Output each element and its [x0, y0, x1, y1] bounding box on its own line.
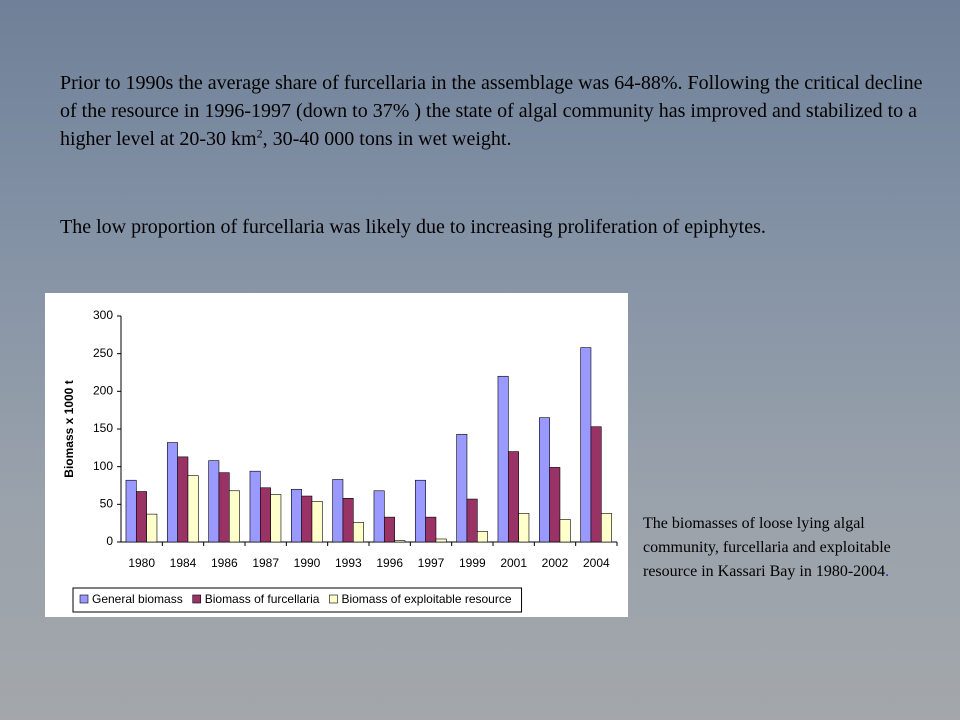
bar	[301, 495, 313, 543]
x-tick-label: 1984	[170, 556, 197, 570]
bar	[249, 470, 261, 543]
bar	[507, 451, 519, 543]
bar	[425, 516, 437, 543]
bar	[146, 513, 158, 543]
text: Prior to 1990s the average share of furc…	[60, 72, 923, 150]
text: .	[885, 563, 890, 580]
x-tick-label: 1986	[211, 556, 238, 570]
bar	[538, 417, 550, 543]
bar	[559, 519, 571, 543]
x-tick-label: 1999	[459, 556, 486, 570]
legend-swatch	[192, 594, 202, 604]
bar	[125, 479, 137, 543]
bar	[177, 456, 189, 543]
bar	[600, 513, 612, 543]
paragraph: Prior to 1990s the average share of furc…	[60, 69, 930, 153]
bar	[580, 347, 592, 543]
y-tick-label: 0	[106, 534, 113, 548]
bar	[332, 479, 344, 543]
legend-label: Biomass of furcellaria	[205, 592, 320, 606]
paragraph: The low proportion of furcellaria was li…	[60, 216, 766, 238]
legend-swatch	[79, 594, 89, 604]
x-tick-label: 2001	[500, 556, 527, 570]
legend-swatch	[329, 594, 338, 604]
x-tick-label: 2002	[542, 556, 569, 570]
superscript: 2	[256, 126, 263, 141]
bar	[549, 467, 561, 543]
bar	[352, 522, 364, 543]
bar	[135, 491, 147, 543]
y-tick-label: 250	[93, 346, 113, 360]
x-tick-label: 1990	[294, 556, 321, 570]
bar	[187, 475, 199, 543]
bar	[342, 498, 354, 543]
bar	[383, 516, 395, 543]
x-tick-label: 1996	[376, 556, 403, 570]
x-tick-label: 1993	[335, 556, 362, 570]
y-tick-label: 100	[93, 459, 113, 473]
bar	[218, 472, 230, 543]
y-tick-label: 150	[93, 421, 113, 435]
bar	[290, 488, 302, 543]
bar	[166, 442, 178, 543]
caption: The biomasses of loose lying algal commu…	[643, 512, 913, 584]
legend	[72, 587, 523, 613]
bar	[373, 490, 385, 543]
text: , 30-40 000 tons in wet weight.	[262, 128, 512, 150]
x-tick-label: 1997	[418, 556, 445, 570]
x-tick-label: 1980	[128, 556, 155, 570]
bar	[497, 375, 509, 543]
bar	[270, 494, 282, 543]
bar	[435, 538, 447, 543]
bar	[259, 487, 271, 543]
legend-label: Biomass of exploitable resource	[341, 592, 511, 606]
bar	[466, 498, 478, 543]
text: The biomasses of loose lying algal commu…	[643, 515, 891, 580]
y-tick-label: 200	[93, 384, 113, 398]
bar	[476, 531, 488, 543]
bar	[208, 460, 220, 543]
y-tick-label: 50	[100, 497, 114, 511]
y-axis-label: Biomass x 1000 t	[62, 380, 76, 477]
chart-background	[45, 293, 628, 617]
x-tick-label: 1987	[252, 556, 279, 570]
bar	[590, 426, 602, 543]
bar	[414, 479, 426, 543]
bar	[228, 490, 240, 543]
y-tick-label: 300	[93, 308, 113, 322]
bar	[394, 540, 406, 543]
bar	[518, 513, 530, 543]
bar	[311, 501, 323, 543]
bar	[456, 433, 468, 543]
x-tick-label: 2004	[583, 556, 610, 570]
legend-label: General biomass	[92, 592, 183, 606]
